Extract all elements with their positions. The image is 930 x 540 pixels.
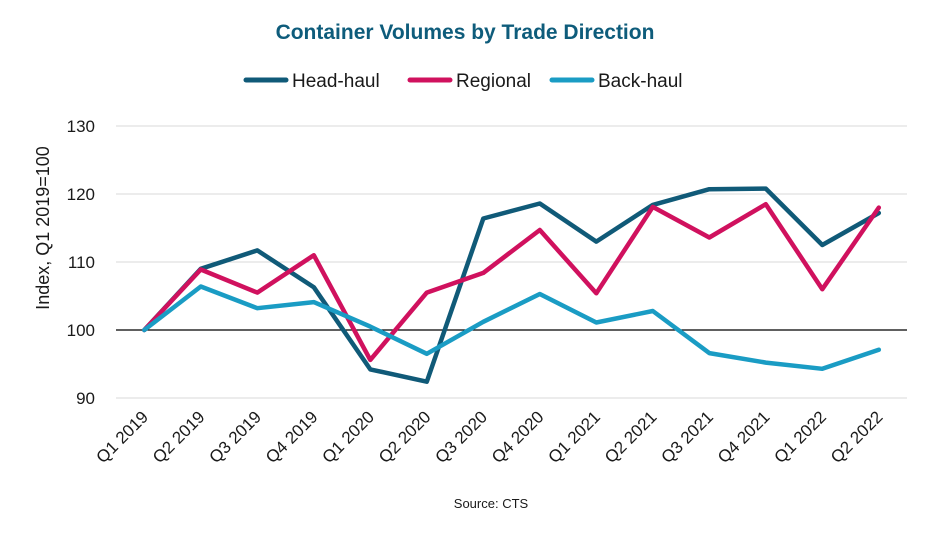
series-line-regional [142,201,882,363]
series-lines [142,186,882,384]
x-tick-label: Q2 2019 [149,407,209,467]
x-tick-label: Q3 2021 [658,407,718,467]
source-note: Source: CTS [454,496,529,511]
legend-label: Head-haul [292,71,380,92]
y-tick-label: 90 [76,389,95,408]
x-tick-label: Q2 2021 [601,407,661,467]
series-line-back-haul [142,284,882,372]
legend-label: Back-haul [598,71,683,92]
legend: Head-haul Regional Back-haul [243,71,683,92]
y-tick-label: 120 [67,185,95,204]
x-tick-label: Q2 2020 [375,407,435,467]
x-tick-label: Q3 2020 [432,407,492,467]
y-tick-label: 130 [67,117,95,136]
x-tick-label: Q1 2019 [93,407,153,467]
gridlines [116,125,907,399]
x-tick-label: Q1 2021 [545,407,605,467]
legend-label: Regional [456,71,531,92]
series-line-head-haul [142,186,882,384]
x-tick-label: Q4 2019 [262,407,322,467]
x-tick-label: Q1 2022 [771,407,831,467]
y-axis-label: Index, Q1 2019=100 [33,146,53,310]
y-tick-label: 100 [67,321,95,340]
x-tick-label: Q1 2020 [319,407,379,467]
chart-title: Container Volumes by Trade Direction [276,21,655,44]
x-tick-label: Q3 2019 [206,407,266,467]
y-tick-label: 110 [68,253,95,272]
x-tick-label: Q2 2022 [827,407,887,467]
x-tick-label: Q4 2021 [714,407,774,467]
y-axis: 90 100 110 120 130 [67,117,95,408]
x-tick-label: Q4 2020 [488,407,548,467]
